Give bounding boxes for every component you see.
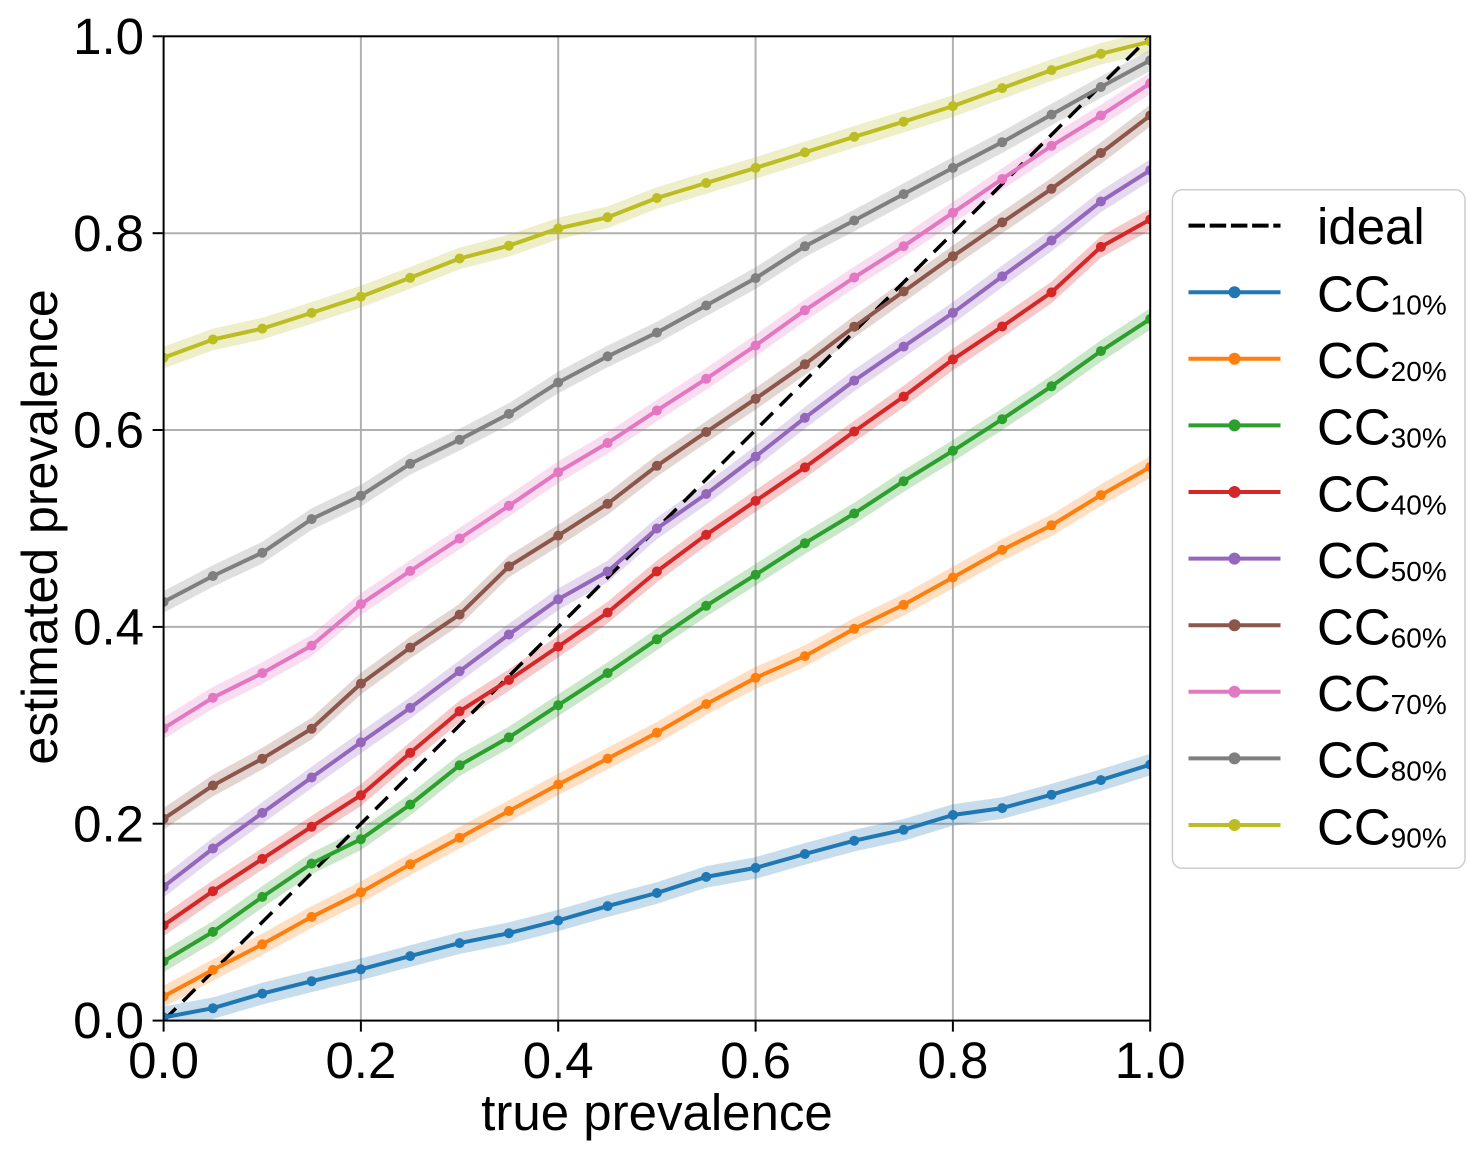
svg-text:0.2: 0.2: [325, 1032, 396, 1089]
svg-text:estimated prevalence: estimated prevalence: [12, 289, 68, 764]
svg-text:0.6: 0.6: [73, 402, 144, 459]
svg-text:0.2: 0.2: [73, 795, 144, 852]
svg-text:0.0: 0.0: [128, 1032, 199, 1089]
svg-text:CC50%: CC50%: [1317, 532, 1447, 589]
svg-text:true prevalence: true prevalence: [481, 1084, 833, 1141]
svg-text:0.8: 0.8: [73, 205, 144, 262]
svg-text:0.4: 0.4: [73, 599, 144, 656]
svg-text:1.0: 1.0: [1115, 1032, 1186, 1089]
svg-text:0.8: 0.8: [917, 1032, 988, 1089]
svg-text:ideal: ideal: [1317, 198, 1425, 255]
svg-text:CC30%: CC30%: [1317, 399, 1447, 456]
svg-text:0.0: 0.0: [73, 992, 144, 1049]
svg-text:1.0: 1.0: [73, 8, 144, 65]
svg-text:0.4: 0.4: [523, 1032, 594, 1089]
svg-text:0.6: 0.6: [720, 1032, 791, 1089]
